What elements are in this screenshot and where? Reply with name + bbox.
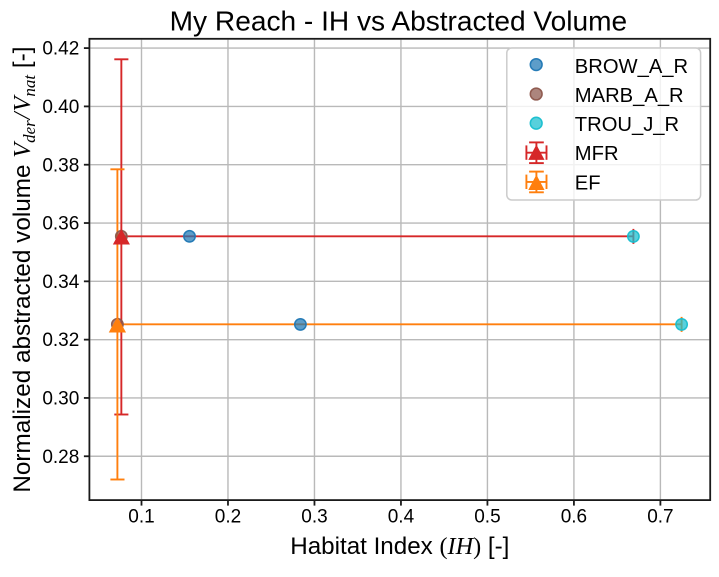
svg-text:0.1: 0.1 bbox=[128, 507, 154, 528]
svg-text:0.36: 0.36 bbox=[42, 214, 79, 235]
svg-text:0.30: 0.30 bbox=[42, 389, 79, 410]
svg-text:My Reach - IH vs Abstracted Vo: My Reach - IH vs Abstracted Volume bbox=[170, 5, 627, 36]
svg-text:0.32: 0.32 bbox=[42, 330, 79, 351]
svg-text:Normalized abstracted volume V: Normalized abstracted volume Vder/Vnat [… bbox=[9, 47, 39, 493]
svg-text:0.34: 0.34 bbox=[42, 272, 79, 293]
svg-text:0.7: 0.7 bbox=[647, 507, 673, 528]
svg-text:MARB_A_R: MARB_A_R bbox=[575, 85, 684, 107]
svg-text:0.28: 0.28 bbox=[42, 447, 79, 468]
svg-text:0.40: 0.40 bbox=[42, 97, 79, 118]
svg-text:0.6: 0.6 bbox=[561, 507, 587, 528]
svg-text:TROU_J_R: TROU_J_R bbox=[575, 114, 679, 136]
svg-text:MFR: MFR bbox=[575, 143, 619, 165]
svg-text:EF: EF bbox=[575, 172, 601, 194]
svg-text:Habitat Index (IH) [-]: Habitat Index (IH) [-] bbox=[290, 533, 509, 560]
svg-text:0.38: 0.38 bbox=[42, 155, 79, 176]
svg-text:0.42: 0.42 bbox=[42, 39, 79, 60]
svg-text:BROW_A_R: BROW_A_R bbox=[575, 56, 688, 78]
svg-text:0.3: 0.3 bbox=[301, 507, 327, 528]
svg-text:0.5: 0.5 bbox=[474, 507, 500, 528]
svg-text:0.2: 0.2 bbox=[215, 507, 241, 528]
svg-text:0.4: 0.4 bbox=[388, 507, 415, 528]
